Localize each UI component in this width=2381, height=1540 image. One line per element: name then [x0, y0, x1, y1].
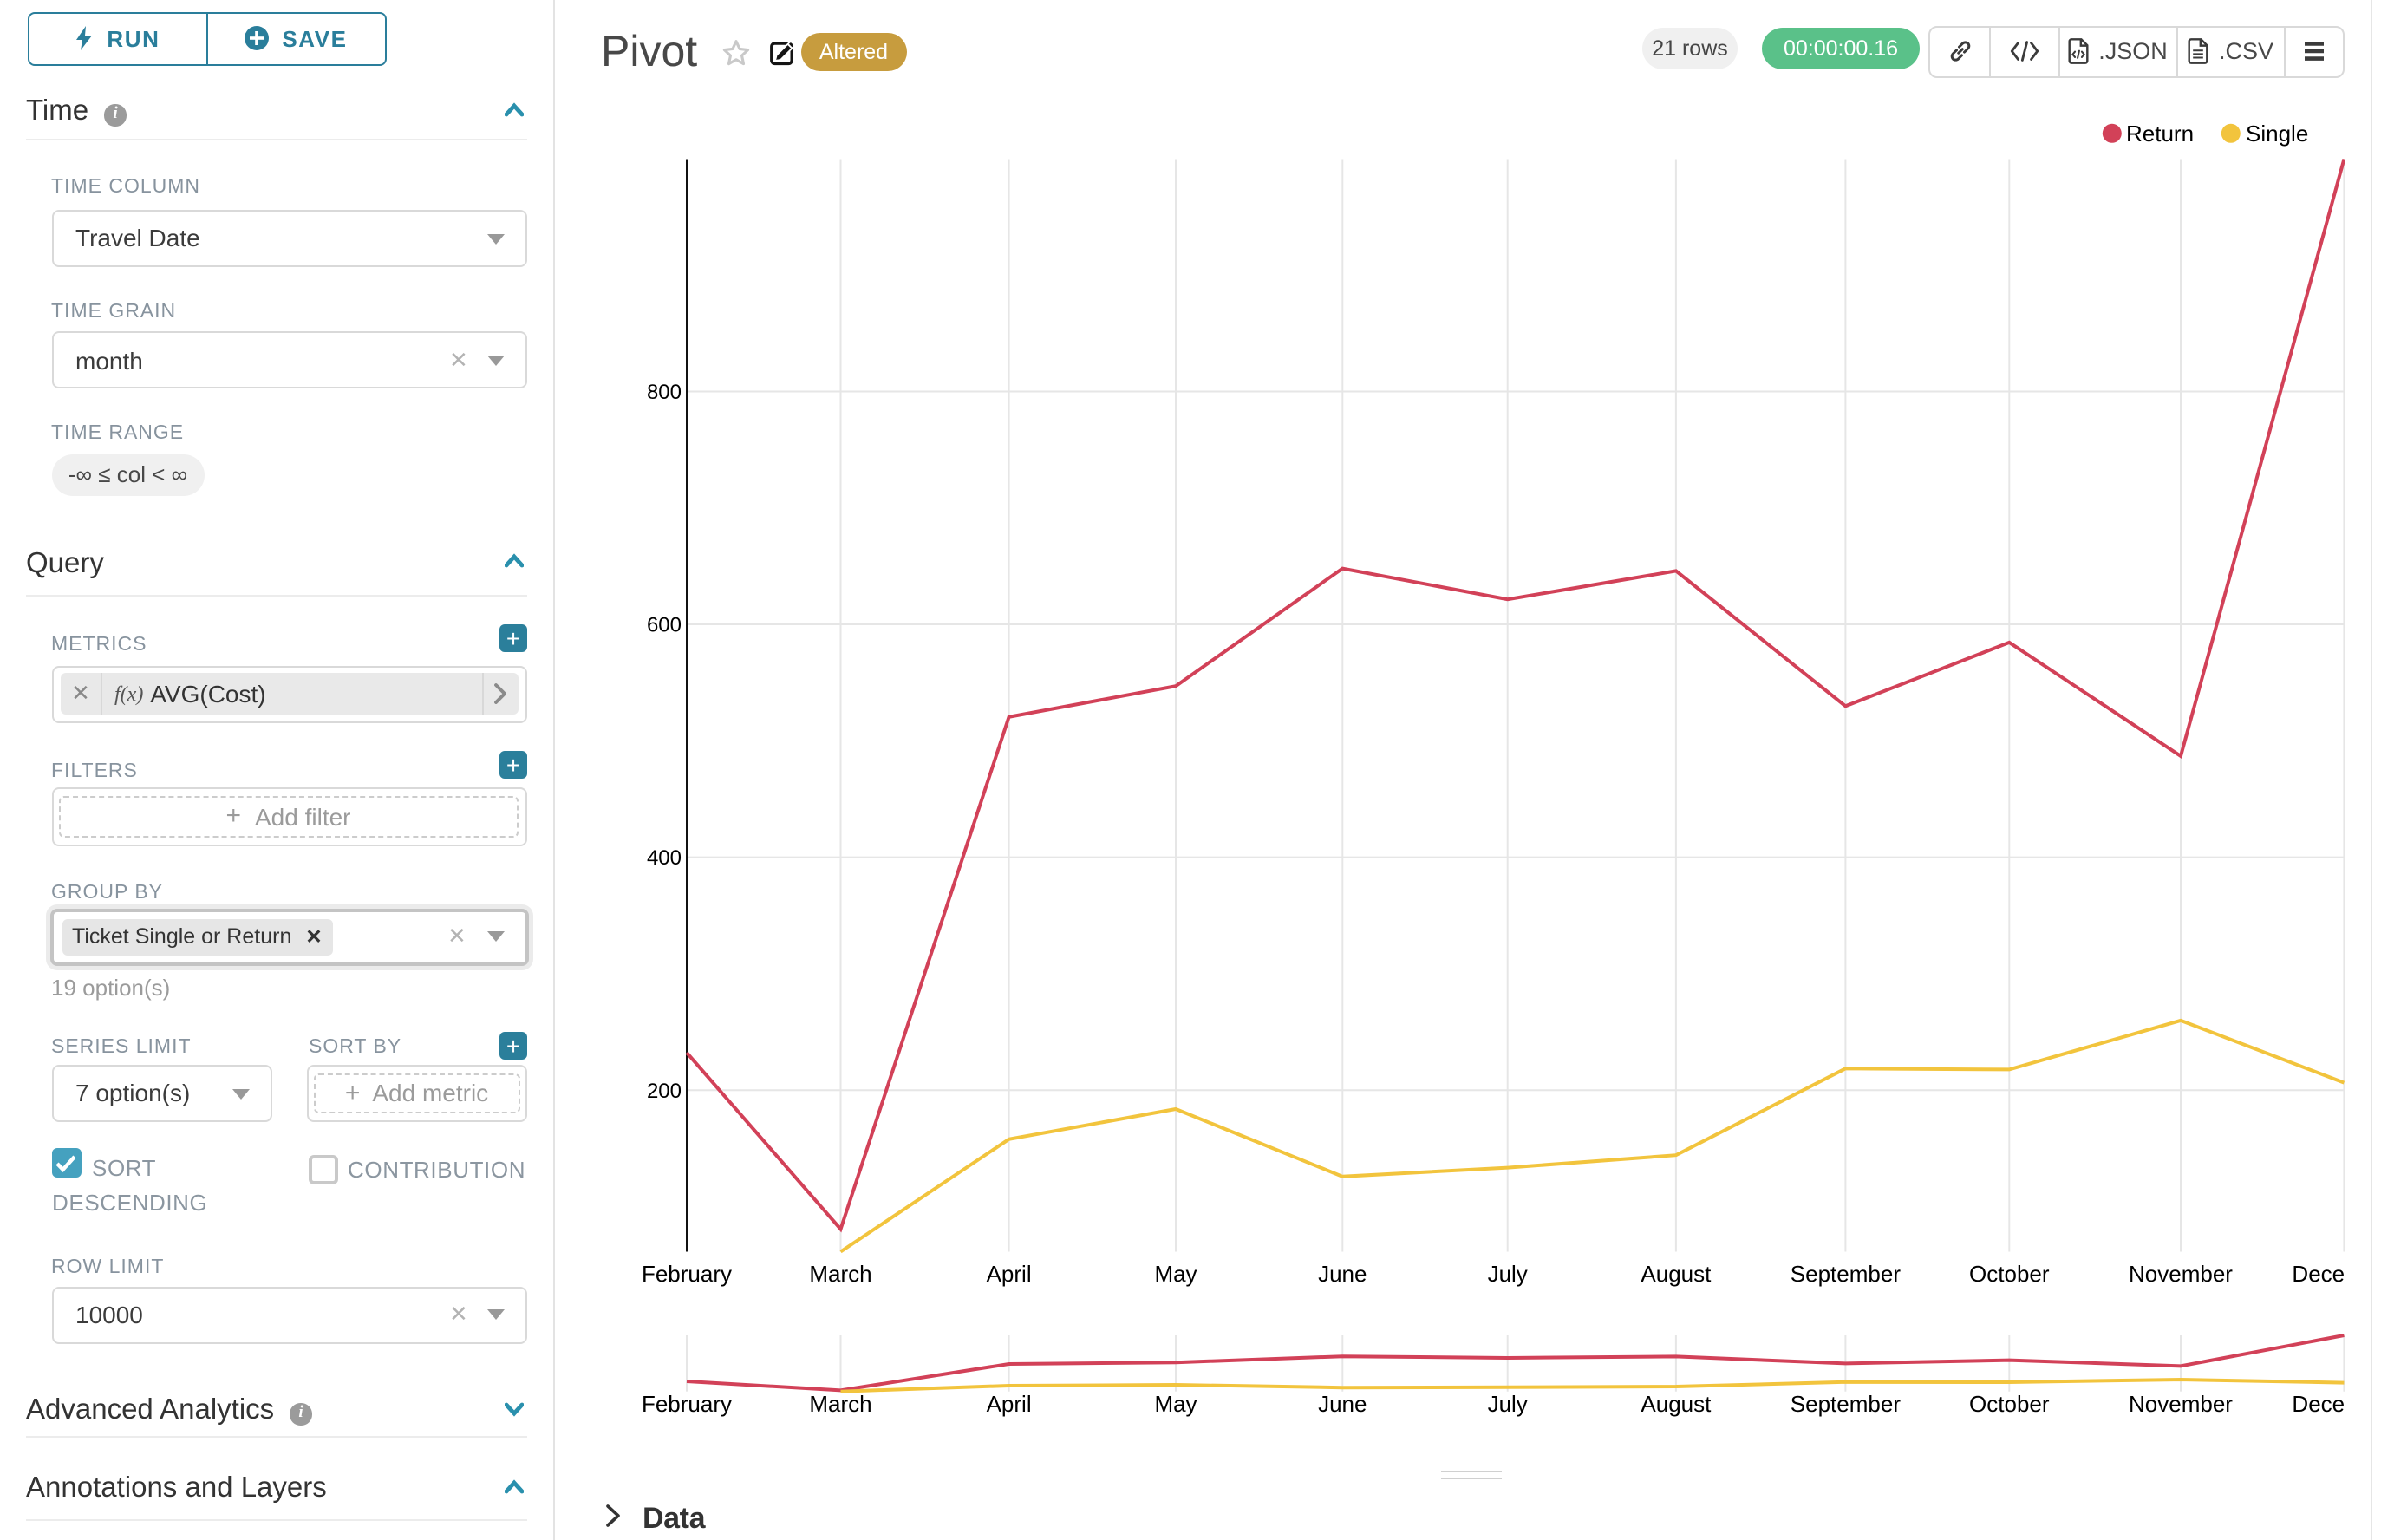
svg-text:April: April: [987, 1391, 1032, 1417]
svg-text:200: 200: [647, 1080, 682, 1103]
svg-text:February: February: [642, 1391, 732, 1417]
svg-text:December: December: [2292, 1391, 2381, 1417]
svg-text:August: August: [1641, 1391, 1712, 1417]
svg-text:July: July: [1488, 1261, 1528, 1287]
svg-text:400: 400: [647, 846, 682, 870]
svg-text:June: June: [1318, 1391, 1367, 1417]
svg-text:October: October: [1969, 1391, 2050, 1417]
svg-text:December: December: [2292, 1261, 2381, 1287]
svg-text:April: April: [987, 1261, 1032, 1287]
svg-text:November: November: [2129, 1391, 2233, 1417]
svg-text:October: October: [1969, 1261, 2050, 1287]
svg-text:June: June: [1318, 1261, 1367, 1287]
svg-text:August: August: [1641, 1261, 1712, 1287]
svg-text:March: March: [809, 1391, 871, 1417]
svg-text:600: 600: [647, 614, 682, 637]
svg-text:Return: Return: [2126, 121, 2194, 147]
svg-text:November: November: [2129, 1261, 2233, 1287]
svg-text:July: July: [1488, 1391, 1528, 1417]
svg-text:September: September: [1791, 1391, 1902, 1417]
svg-text:February: February: [642, 1261, 732, 1287]
svg-text:May: May: [1154, 1261, 1197, 1287]
svg-text:March: March: [809, 1261, 871, 1287]
svg-text:800: 800: [647, 381, 682, 404]
svg-text:Single: Single: [2246, 121, 2308, 147]
svg-text:September: September: [1791, 1261, 1902, 1287]
svg-text:May: May: [1154, 1391, 1197, 1417]
